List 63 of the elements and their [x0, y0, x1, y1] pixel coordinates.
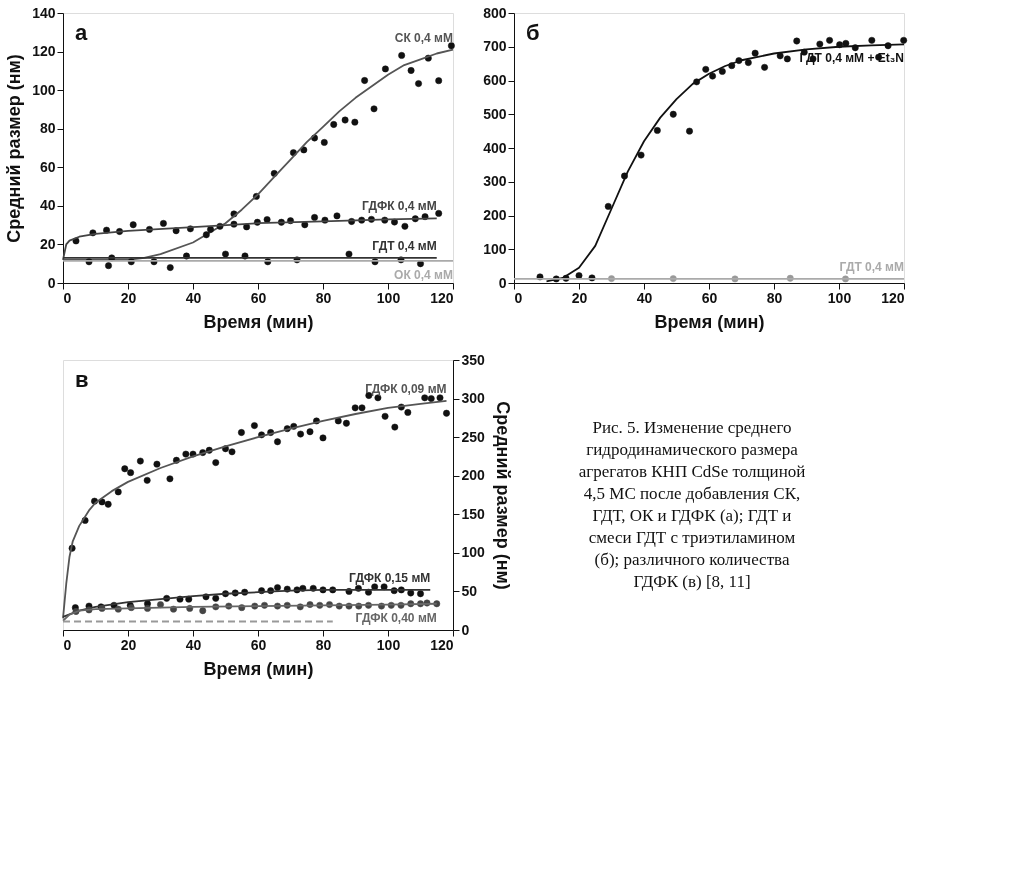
y2-tick-label: 250 — [461, 428, 486, 445]
series-label: ГДТ 0,4 мМ — [372, 238, 437, 253]
x-tick-label: 100 — [827, 289, 852, 306]
series-label: ГДФК 0,15 мМ — [348, 570, 431, 585]
y-tick-label: 100 — [32, 81, 56, 98]
series-label: ГДФК 0,4 мМ — [362, 199, 437, 214]
x-tick-label: 100 — [376, 636, 401, 653]
x-tick-label: 120 — [881, 289, 905, 306]
y-tick-label: 600 — [483, 72, 507, 88]
x-tick-label: 20 — [571, 289, 588, 306]
y-tick-label: 0 — [498, 274, 507, 291]
x-tick-label: 40 — [185, 289, 202, 306]
series-label: ГДФК 0,40 мМ — [355, 610, 437, 625]
y2-axis-title: Средний размер (нм) — [492, 401, 513, 590]
y-tick-label: 700 — [483, 38, 507, 55]
x-tick-label: 0 — [514, 289, 523, 306]
x-tick-label: 40 — [185, 636, 202, 653]
y2-tick-label: 350 — [461, 351, 486, 368]
y-axis-title: Средний размер (нм) — [4, 54, 25, 243]
y-tick-label: 300 — [483, 173, 507, 190]
x-tick-label: 60 — [250, 636, 267, 653]
x-tick-label: 60 — [250, 289, 267, 306]
annotation: в — [75, 367, 89, 392]
x-tick-label: 80 — [766, 289, 783, 306]
y2-tick-label: 200 — [461, 467, 486, 484]
x-axis-title: Время (мин) — [203, 658, 314, 679]
y2-tick-label: 150 — [461, 505, 486, 522]
y2-tick-label: 100 — [461, 544, 486, 561]
x-tick-label: 0 — [63, 289, 72, 306]
y-tick-label: 120 — [32, 43, 56, 60]
y-tick-label: 40 — [39, 197, 56, 214]
series-label: ОК 0,4 мМ — [394, 267, 453, 282]
y-tick-label: 100 — [483, 240, 507, 257]
annotation: а — [75, 20, 88, 45]
y-tick-label: 80 — [39, 120, 56, 137]
x-tick-label: 20 — [120, 636, 137, 653]
x-tick-label: 20 — [120, 289, 137, 306]
y-tick-label: 200 — [483, 207, 507, 223]
x-tick-label: 100 — [376, 289, 401, 306]
x-tick-label: 60 — [701, 289, 718, 306]
x-tick-label: 40 — [636, 289, 653, 306]
y-tick-label: 140 — [32, 4, 56, 21]
y-tick-label: 0 — [47, 274, 56, 291]
y2-tick-label: 0 — [461, 621, 470, 638]
y-tick-label: 20 — [39, 235, 56, 252]
x-axis-title: Время (мин) — [654, 311, 765, 332]
y2-tick-label: 50 — [461, 582, 478, 599]
annotation: б — [526, 20, 540, 45]
x-axis-title: Время (мин) — [203, 311, 314, 332]
y-tick-label: 800 — [483, 4, 507, 21]
x-tick-label: 120 — [430, 636, 454, 653]
text: Рис. 5. Изменение среднего гидродинамического размера агрегатов КНП CdSe толщиной 4,5 МС после добавления СК, ГДТ, ОК и ГДФК (а); ГДТ и смеси ГДТ с триэтиламином (б); различного количества ГДФК (в) [8, 11] — [578, 418, 806, 591]
y-tick-label: 400 — [483, 139, 507, 156]
y2-tick-label: 300 — [461, 390, 486, 407]
y-tick-label: 500 — [483, 105, 507, 122]
y-tick-label: 60 — [39, 158, 56, 175]
series-label: ГДФК 0,09 мМ — [365, 381, 447, 396]
series-label: СК 0,4 мМ — [394, 30, 453, 45]
x-tick-label: 0 — [63, 636, 72, 653]
series-label: ГДТ 0,4 мМ — [839, 259, 904, 274]
x-tick-label: 120 — [430, 289, 454, 306]
x-tick-label: 80 — [315, 289, 332, 306]
x-tick-label: 80 — [315, 636, 332, 653]
